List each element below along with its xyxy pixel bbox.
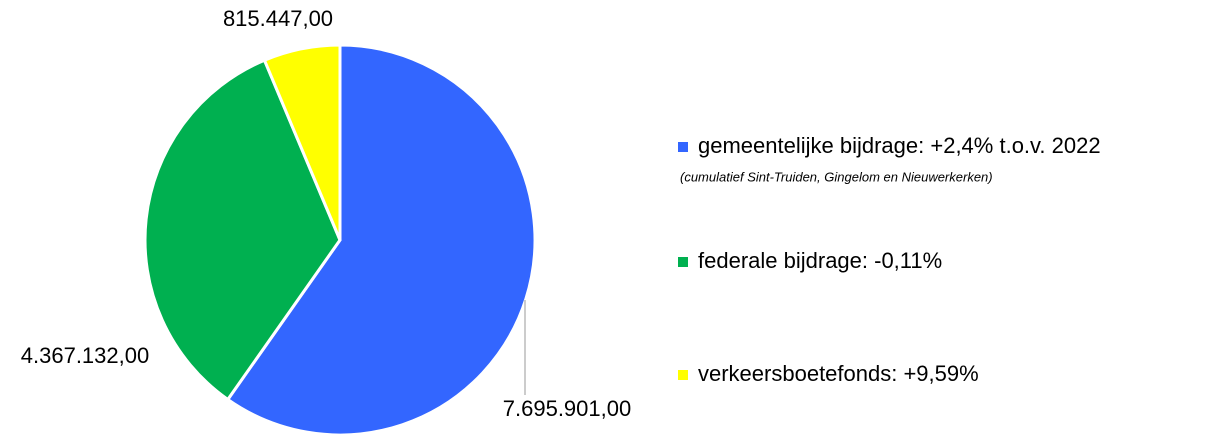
legend-swatch (678, 370, 688, 380)
legend-swatch (678, 257, 688, 267)
legend-label: verkeersboetefonds: +9,59% (698, 361, 979, 386)
pie-slice (143, 58, 342, 402)
pie-slice (262, 43, 342, 241)
legend-note: (cumulatief Sint-Truiden, Gingelom en Ni… (680, 169, 993, 184)
data-label: 7.695.901,00 (503, 396, 631, 421)
legend-label: gemeentelijke bijdrage: +2,4% t.o.v. 202… (698, 133, 1101, 158)
pie-slice (225, 43, 537, 434)
legend-swatch (678, 142, 688, 152)
legend-label: federale bijdrage: -0,11% (698, 248, 942, 273)
data-label: 815.447,00 (223, 6, 333, 31)
data-label: 4.367.132,00 (21, 343, 149, 368)
